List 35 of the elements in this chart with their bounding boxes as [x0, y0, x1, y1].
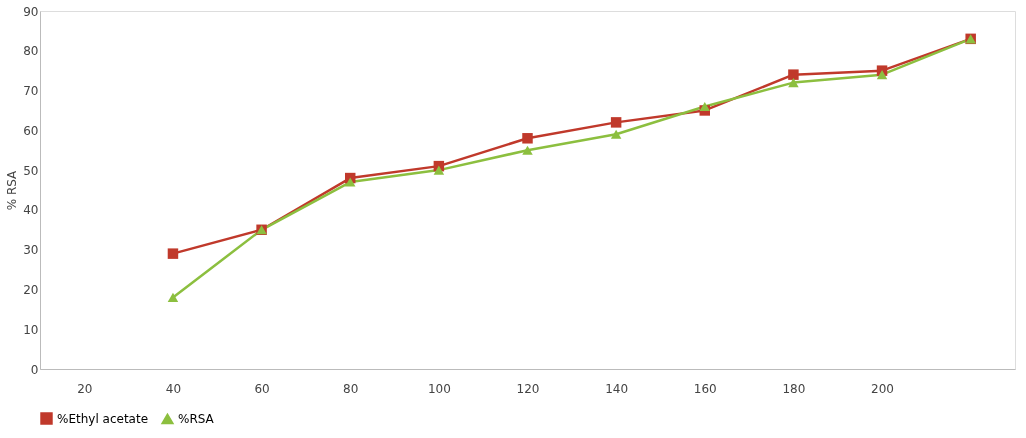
y-tick-label: 90 [23, 4, 39, 19]
y-tick-label: 40 [23, 203, 39, 218]
x-tick-label: 60 [254, 381, 270, 396]
point [788, 78, 799, 88]
x-tick-label: 80 [343, 381, 359, 396]
y-tick-label: 80 [23, 44, 39, 59]
point [167, 292, 179, 302]
point [876, 70, 888, 80]
y-tick-label: 0 [30, 362, 39, 377]
legend-label: %Ethyl acetate [57, 411, 149, 426]
point [433, 165, 445, 175]
x-tick-label: 140 [605, 381, 629, 396]
x-tick-label: 120 [516, 381, 540, 396]
point [610, 129, 622, 139]
x-tick-label: 200 [871, 381, 894, 396]
x-tick-label: 40 [165, 381, 182, 396]
point [344, 177, 356, 187]
y-tick-label: 20 [23, 282, 39, 297]
x-tick-label: 100 [427, 381, 451, 396]
x-tick-label: 160 [693, 381, 717, 396]
y-tick-label: 60 [23, 123, 39, 138]
x-tick-label: 180 [782, 381, 806, 396]
point [522, 133, 533, 144]
y-tick-label: 70 [23, 84, 39, 99]
y-tick-label: 30 [23, 243, 39, 258]
legend-label: %RSA [178, 411, 215, 426]
point [522, 145, 533, 155]
y-tick-label: 10 [23, 322, 39, 337]
point [167, 248, 179, 259]
x-tick-label: 20 [77, 381, 93, 396]
point [699, 101, 711, 112]
point [610, 117, 622, 128]
point [788, 69, 799, 80]
y-axis-title: % RSA [5, 169, 20, 211]
y-tick-label: 50 [23, 163, 39, 178]
